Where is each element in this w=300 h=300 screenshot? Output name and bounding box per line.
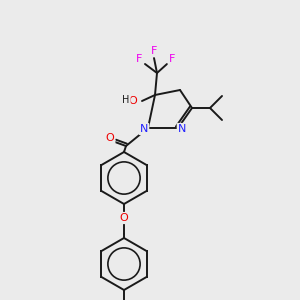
Text: F: F xyxy=(136,54,142,64)
Text: O: O xyxy=(129,96,137,106)
Text: N: N xyxy=(140,124,148,134)
Text: H: H xyxy=(122,95,130,105)
Text: N: N xyxy=(178,124,186,134)
Text: F: F xyxy=(151,46,157,56)
Text: F: F xyxy=(169,54,175,64)
Text: O: O xyxy=(106,133,114,143)
Text: O: O xyxy=(120,213,128,223)
